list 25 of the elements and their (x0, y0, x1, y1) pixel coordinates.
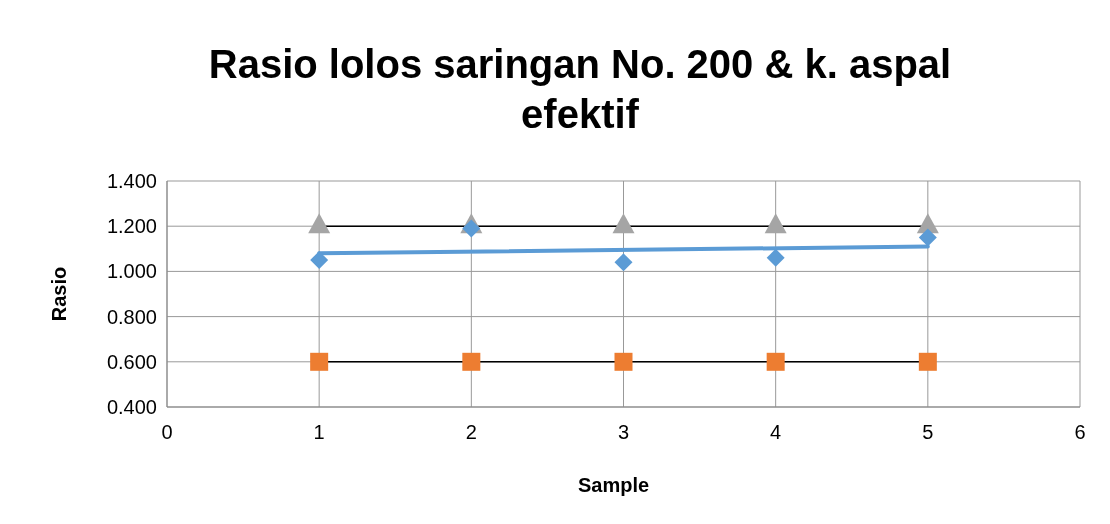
y-axis-title: Rasio (48, 266, 70, 322)
point (764, 213, 787, 234)
y-tick-label: 0.800 (106, 305, 157, 328)
x-tick-label: 5 (922, 421, 934, 443)
point (766, 248, 785, 267)
point (766, 352, 785, 371)
x-tick-label: 2 (465, 421, 477, 443)
y-tick-label: 0.600 (106, 350, 157, 373)
point (614, 352, 633, 371)
point (918, 352, 937, 371)
y-tick-label: 1.200 (106, 215, 157, 238)
point (308, 213, 331, 234)
point (612, 213, 635, 234)
y-tick-label: 1.000 (106, 260, 157, 283)
point (310, 352, 329, 371)
x-tick-label: 3 (617, 421, 630, 443)
y-tick-label: 1.400 (106, 170, 157, 192)
chart-title: Rasio lolos saringan No. 200 & k. aspal efektif (208, 42, 952, 136)
x-tick-label: 4 (770, 421, 782, 443)
x-axis-title: Sample (577, 474, 650, 496)
point (462, 352, 481, 371)
x-tick-label: 6 (1074, 421, 1086, 443)
y-tick-label: 0.400 (106, 396, 157, 418)
x-tick-label: 0 (161, 421, 173, 443)
x-tick-label: 1 (313, 421, 325, 443)
